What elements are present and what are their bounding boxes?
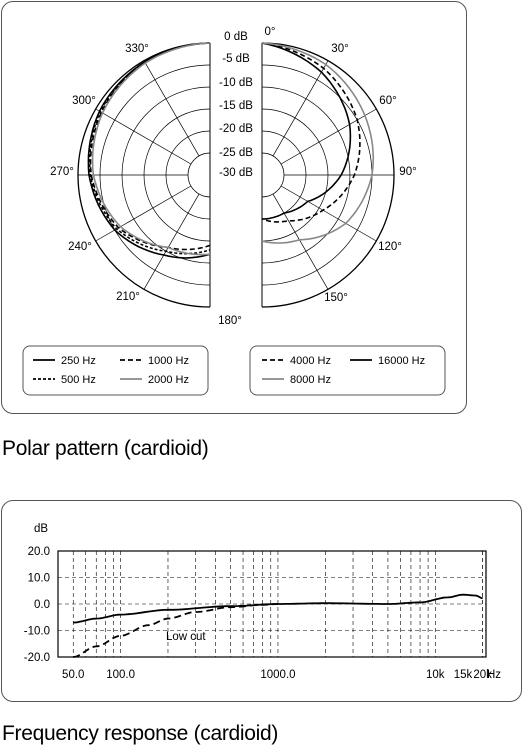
polar-grid [77, 42, 395, 308]
freq-xtick-label: 10k [426, 669, 445, 681]
polar-spoke-left [95, 108, 192, 165]
legend-label: 2000 Hz [148, 374, 189, 386]
polar-legend-left [22, 345, 209, 396]
legend-label: 250 Hz [61, 355, 96, 367]
polar-spoke-left [143, 193, 200, 290]
polar-angle-label: 120° [378, 241, 402, 253]
polar-db-label: -30 dB [219, 167, 253, 179]
polar-angle-label: 0° [265, 26, 276, 38]
polar-spoke-right [272, 193, 329, 290]
freq-xtick-label: 20k [473, 669, 492, 681]
freq-xtick-label: 1000.0 [260, 669, 295, 681]
legend-label: 16000 Hz [378, 355, 425, 367]
freq-ytick-label: 0.0 [34, 599, 50, 611]
polar-caption: Polar pattern (cardioid) [2, 437, 209, 460]
polar-series-right [261, 42, 375, 244]
freq-ylabel: dB [34, 523, 48, 535]
polar-spoke-right [280, 108, 377, 165]
polar-db-label: -15 dB [219, 100, 253, 112]
polar-angle-label: 300° [72, 95, 96, 107]
legend-label: 8000 Hz [290, 374, 331, 386]
freq-ytick-label: 20.0 [28, 546, 50, 558]
freq-ytick-label: -20.0 [24, 652, 50, 664]
freq-lowcut-curve [73, 603, 278, 658]
polar-db-label: -20 dB [219, 123, 253, 135]
polar-angle-label: 210° [116, 291, 140, 303]
legend-label: 4000 Hz [290, 355, 331, 367]
freq-response-curve [73, 593, 483, 624]
polar-series-left [87, 42, 211, 259]
freq-xlabel: Hz [487, 669, 501, 681]
legend-label: 500 Hz [61, 374, 96, 386]
polar-angle-label: 90° [399, 166, 416, 178]
freq-xtick-label: 50.0 [62, 669, 84, 681]
polar-series-left [91, 42, 211, 256]
polar-series-left [88, 42, 211, 255]
polar-angle-label: 180° [218, 315, 242, 327]
freq-annotation: Low cut [166, 631, 206, 643]
polar-series-right [261, 42, 361, 223]
polar-spoke-left [95, 185, 192, 242]
polar-angle-label: 150° [324, 292, 348, 304]
polar-angle-label: 270° [50, 166, 74, 178]
polar-spoke-right [272, 60, 329, 157]
polar-db-label: -5 dB [222, 53, 250, 65]
polar-angle-label: 30° [331, 43, 348, 55]
polar-db-label: -25 dB [219, 147, 253, 159]
legend-label: 1000 Hz [148, 355, 189, 367]
freq-ytick-label: 10.0 [28, 573, 50, 585]
polar-legend-right [249, 345, 446, 396]
polar-angle-label: 60° [379, 95, 396, 107]
freq-ytick-label: -10.0 [24, 626, 50, 638]
polar-db-label: -10 dB [219, 77, 253, 89]
polar-spoke-right [280, 185, 377, 242]
polar-angle-label: 330° [125, 43, 149, 55]
frequency-caption: Frequency response (cardioid) [2, 722, 279, 745]
freq-xtick-label: 100.0 [106, 669, 135, 681]
polar-angle-label: 240° [68, 241, 92, 253]
polar-series-right [261, 42, 352, 220]
freq-xtick-label: 15k [454, 669, 473, 681]
polar-spoke-left [143, 60, 200, 157]
polar-chart: 0 dB -5 dB -10 dB -15 dB -20 dB -25 dB -30 dB 0… [22, 26, 446, 396]
polar-db-label: 0 dB [224, 31, 248, 43]
